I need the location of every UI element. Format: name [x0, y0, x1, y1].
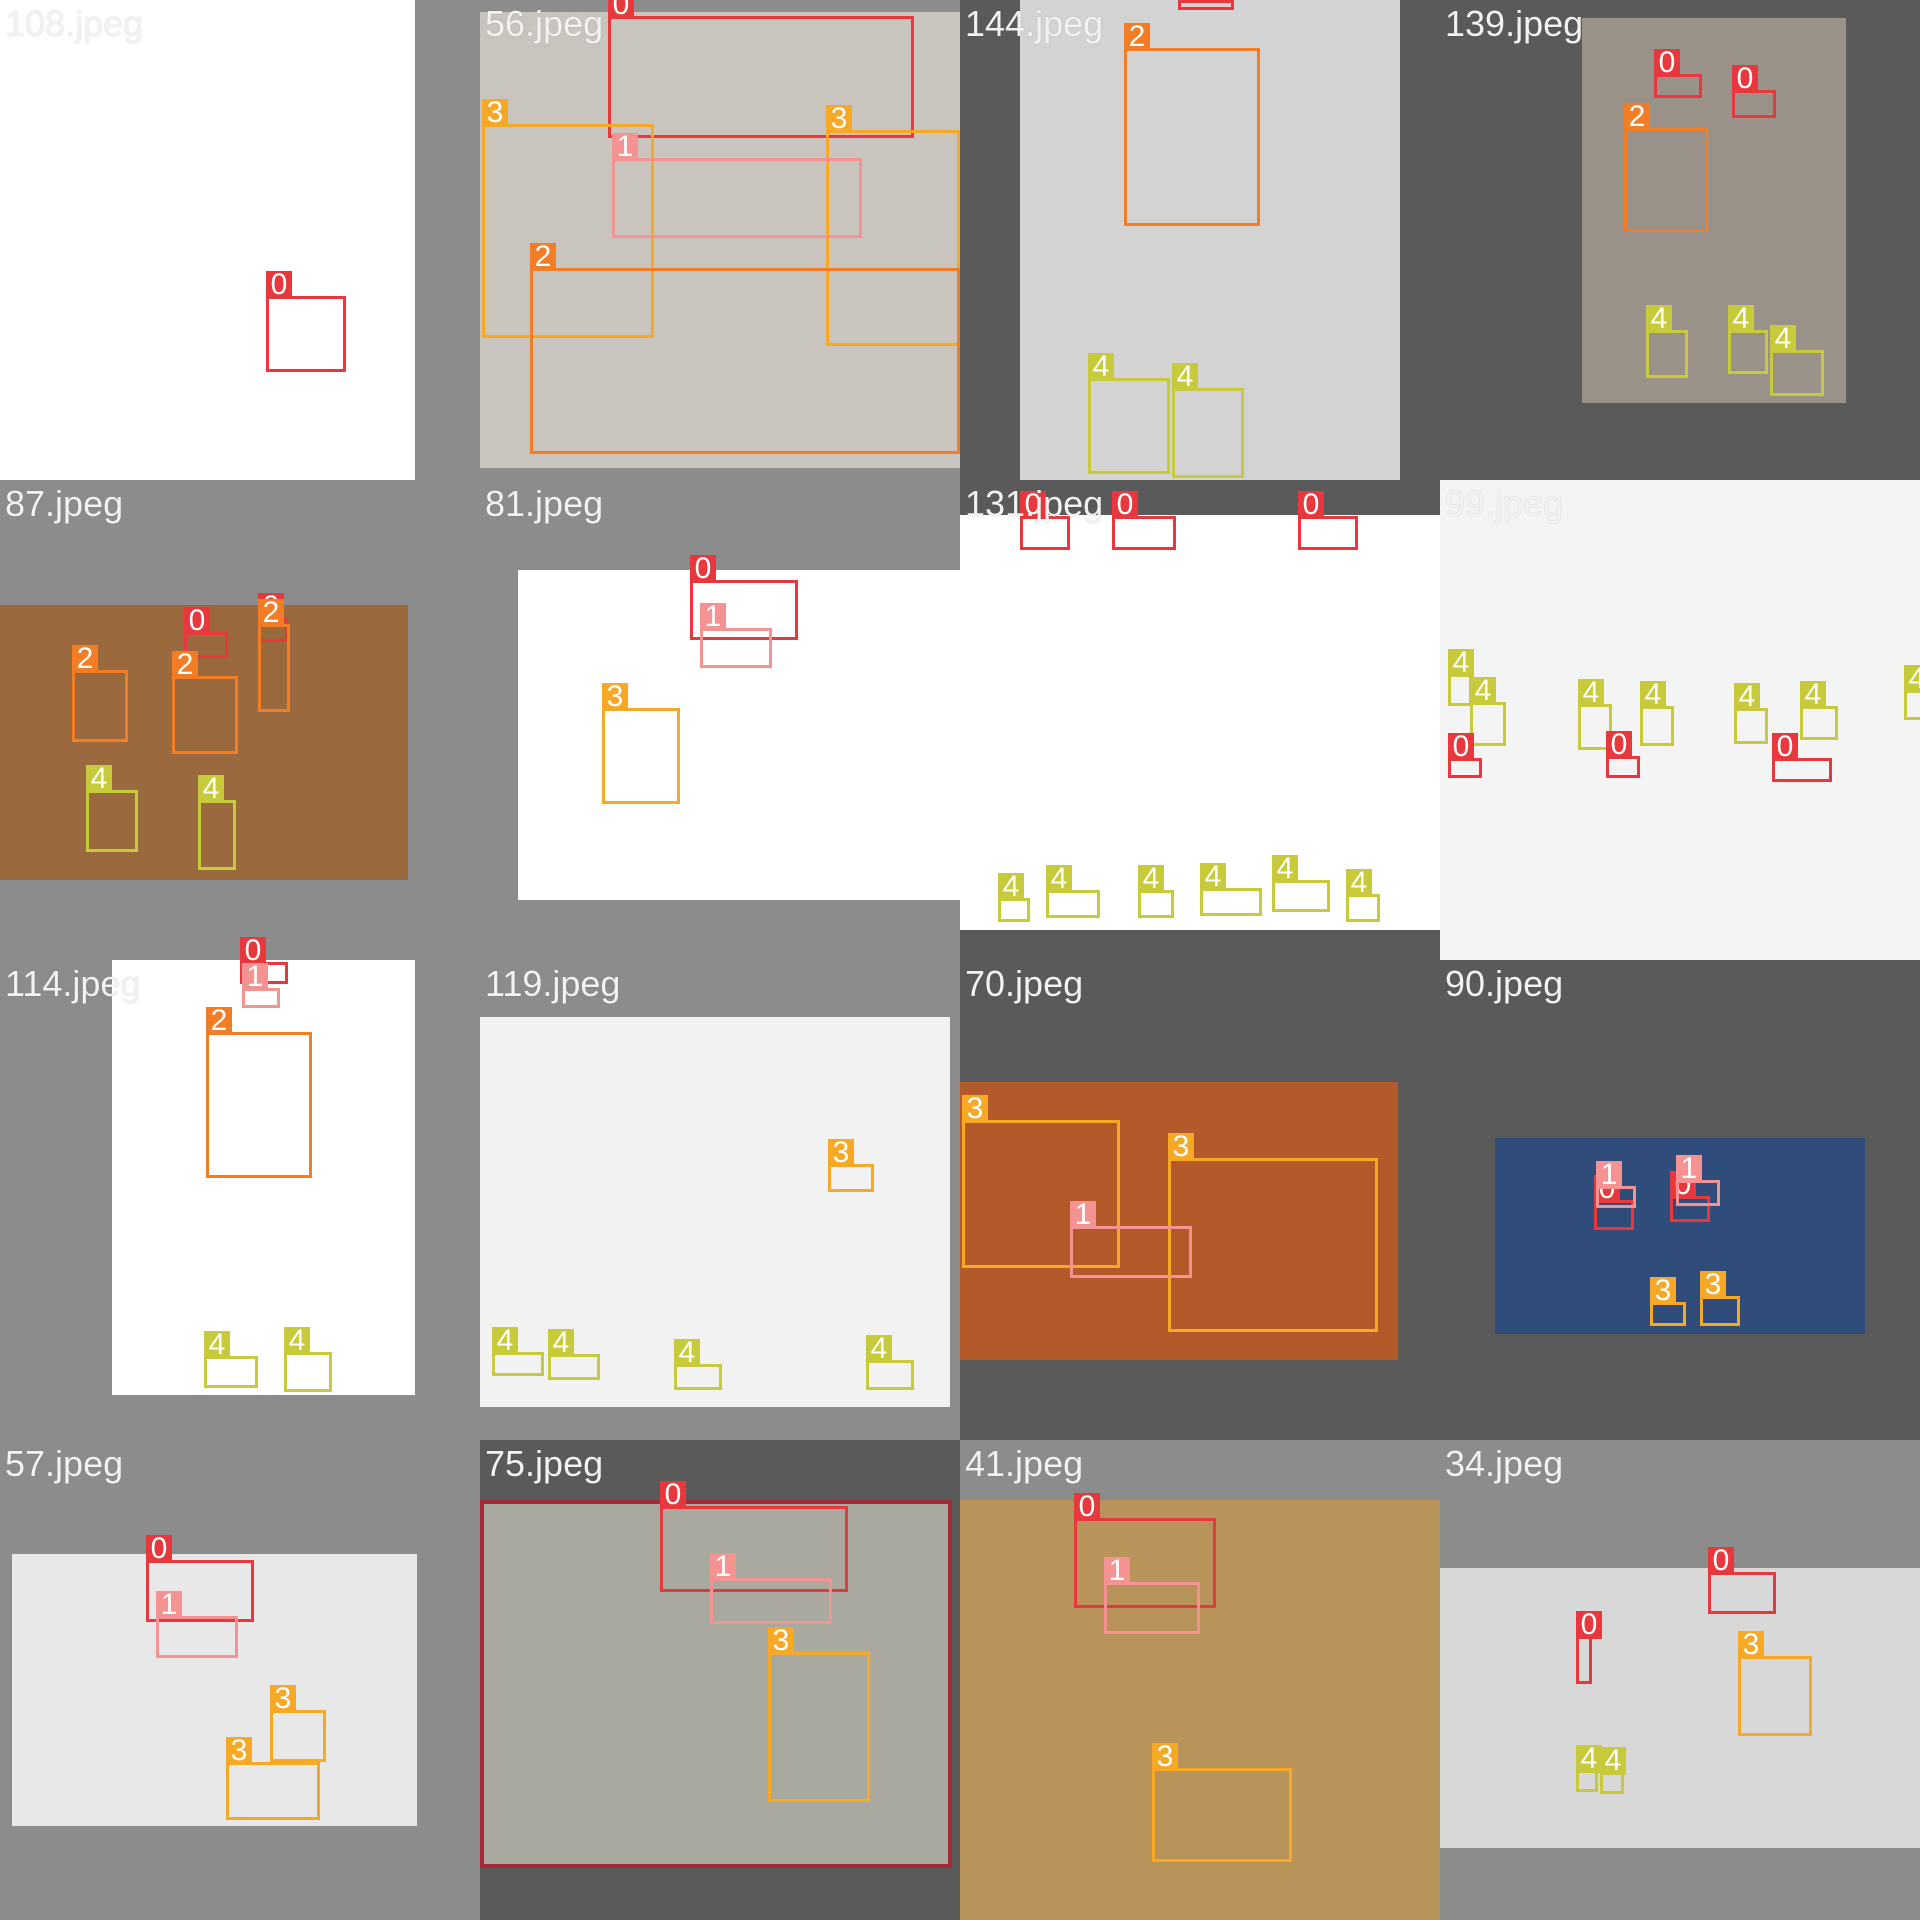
- tile-filename: 119.jpeg: [485, 963, 621, 1004]
- tile-57: 57.jpeg: [0, 1440, 480, 1920]
- photo: [960, 1500, 1440, 1920]
- tile-75: 75.jpeg: [480, 1440, 960, 1920]
- tile-filename: 99.jpeg: [1445, 483, 1564, 524]
- photo: [12, 1554, 417, 1826]
- tile-filename: 81.jpeg: [485, 483, 604, 524]
- tile-56: 56.jpeg: [480, 0, 960, 480]
- tile-131: 131.jpeg: [960, 480, 1440, 960]
- tile-filename: 75.jpeg: [485, 1443, 604, 1484]
- tile-108: 108.jpeg: [0, 0, 480, 480]
- tile-filename: 57.jpeg: [5, 1443, 124, 1484]
- tile-81: 81.jpeg: [480, 480, 960, 960]
- photo: [480, 1017, 950, 1407]
- photo: [1582, 18, 1846, 403]
- tile-41: 41.jpeg: [960, 1440, 1440, 1920]
- photo: [480, 12, 960, 468]
- photo: [0, 0, 415, 480]
- tile-filename: 114.jpeg: [5, 963, 141, 1004]
- tile-90: 90.jpeg: [1440, 960, 1920, 1440]
- tile-87: 87.jpeg: [0, 480, 480, 960]
- tile-filename: 41.jpeg: [965, 1443, 1084, 1484]
- photo: [1440, 1568, 1920, 1848]
- tile-filename: 144.jpeg: [965, 3, 1104, 44]
- photo: [0, 605, 408, 880]
- tile-filename: 87.jpeg: [5, 483, 124, 524]
- photo: [1440, 480, 1920, 960]
- tile-filename: 108.jpeg: [5, 3, 144, 44]
- photo: [960, 1082, 1398, 1360]
- photo: [480, 1500, 952, 1868]
- tile-filename: 131.jpeg: [965, 483, 1104, 524]
- tile-139: 139.jpeg: [1440, 0, 1920, 480]
- tile-filename: 139.jpeg: [1445, 3, 1584, 44]
- photo: [518, 570, 960, 900]
- photo: [1495, 1138, 1865, 1334]
- tile-filename: 90.jpeg: [1445, 963, 1564, 1004]
- tile-119: 119.jpeg: [480, 960, 960, 1440]
- photo: [1020, 0, 1400, 480]
- photo: [960, 515, 1440, 930]
- tile-filename: 34.jpeg: [1445, 1443, 1564, 1484]
- tile-filename: 56.jpeg: [485, 3, 604, 44]
- tile-filename: 70.jpeg: [965, 963, 1084, 1004]
- photo: [112, 960, 415, 1395]
- tile-99: 99.jpeg: [1440, 480, 1920, 960]
- tile-114: 114.jpeg: [0, 960, 480, 1440]
- tile-34: 34.jpeg: [1440, 1440, 1920, 1920]
- tile-70: 70.jpeg: [960, 960, 1440, 1440]
- tile-144: 144.jpeg: [960, 0, 1440, 480]
